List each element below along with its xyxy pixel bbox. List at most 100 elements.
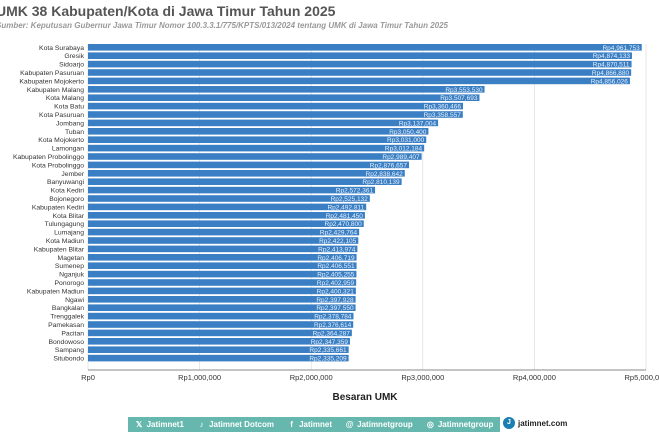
data-label: Rp2,335,209 (309, 356, 347, 363)
bar (88, 245, 358, 253)
bar (88, 144, 425, 152)
data-label: Rp2,397,550 (316, 305, 354, 312)
bar (88, 77, 630, 85)
category-label: Bangkalan (52, 305, 84, 312)
footer-item-instagram[interactable]: ◎ Jatimnetgroup (426, 420, 494, 429)
bar (88, 237, 359, 244)
category-label: Kabupaten Kediri (32, 204, 85, 211)
data-label: Rp3,012,184 (385, 146, 423, 153)
bar (88, 69, 632, 76)
x-tick-label: Rp5,000,000 (625, 373, 659, 382)
bar (88, 161, 410, 169)
footer-item-threads[interactable]: @ Jatimnetgroup (345, 420, 413, 429)
data-label: Rp2,376,614 (314, 322, 352, 329)
data-label: Rp2,492,811 (327, 204, 364, 211)
footer-item-facebook[interactable]: f Jatimnet (287, 420, 332, 429)
data-label: Rp2,405,255 (317, 272, 355, 279)
data-label: Rp3,507,693 (440, 95, 478, 102)
data-label: Rp2,838,642 (366, 171, 404, 178)
category-label: Situbondo (53, 356, 84, 363)
data-label: Rp2,422,105 (319, 238, 357, 245)
data-label: Rp2,429,764 (320, 230, 358, 237)
category-label: Kota Probolinggo (32, 162, 84, 169)
bar (88, 170, 405, 177)
data-label: Rp4,866,880 (592, 70, 630, 77)
bar (88, 312, 354, 320)
bar (88, 220, 364, 227)
bar (88, 329, 352, 337)
data-label: Rp2,810,139 (362, 179, 400, 186)
data-label: Rp2,400,321 (317, 288, 355, 295)
bar (88, 321, 354, 328)
category-label: Ponorogo (55, 280, 85, 287)
data-label: Rp2,378,784 (314, 314, 352, 321)
category-label: Trenggalek (50, 314, 84, 321)
category-label: Kota Madiun (46, 238, 84, 245)
category-label: Kota Surabaya (39, 45, 84, 52)
tiktok-icon: ♪ (199, 420, 204, 429)
x-tick-label: Rp0 (81, 373, 95, 382)
category-label: Nganjuk (59, 272, 85, 279)
category-label: Sidoarjo (59, 62, 84, 69)
category-label: Jember (61, 171, 84, 178)
x-tick-label: Rp3,000,000 (401, 373, 444, 382)
footer-item-tiktok[interactable]: ♪ Jatimnet Dotcom (197, 420, 274, 429)
facebook-icon: f (290, 420, 293, 429)
bar (88, 262, 357, 269)
chart-subtitle: Sumber: Keputusan Gubernur Jawa Timur No… (0, 21, 448, 30)
data-label: Rp2,406,551 (317, 263, 355, 270)
data-label: Rp3,553,530 (445, 87, 483, 94)
data-label: Rp3,137,004 (399, 120, 437, 127)
data-label: Rp2,876,657 (370, 162, 408, 169)
bar (88, 287, 356, 295)
bar (88, 86, 485, 93)
data-label: Rp2,335,661 (309, 347, 347, 354)
bar (88, 254, 357, 261)
bar (88, 102, 464, 110)
bar (88, 203, 367, 211)
category-label: Ngawi (65, 297, 84, 304)
category-label: Kota Batu (54, 104, 84, 111)
instagram-icon: ◎ (426, 420, 434, 429)
bar (88, 153, 422, 160)
category-label: Kota Mojokerto (38, 137, 84, 144)
category-label: Tulungagung (45, 221, 85, 228)
data-label: Rp2,402,959 (317, 280, 355, 287)
data-label: Rp2,406,719 (317, 255, 355, 262)
footer-item-x[interactable]: 𝕏 Jatimnet1 (135, 420, 184, 429)
category-label: Bondowoso (48, 339, 84, 346)
data-label: Rp2,481,450 (326, 213, 364, 220)
data-label: Rp4,874,133 (593, 53, 631, 60)
bar (88, 44, 642, 51)
bar (88, 186, 376, 194)
data-label: Rp2,364,287 (313, 330, 351, 337)
data-label: Rp2,413,974 (318, 246, 356, 253)
data-label: Rp2,572,361 (336, 188, 374, 195)
bar (88, 52, 632, 59)
category-label: Sampang (55, 347, 84, 354)
bar (88, 304, 356, 311)
category-label: Kota Blitar (53, 213, 85, 220)
x-icon: 𝕏 (135, 420, 143, 429)
category-label: Tuban (65, 129, 84, 136)
x-tick-label: Rp2,000,000 (290, 373, 333, 382)
category-label: Kota Malang (46, 95, 84, 102)
bar (88, 178, 402, 185)
bar (88, 279, 357, 286)
bar (88, 228, 360, 236)
category-label: Banyuwangi (47, 179, 85, 186)
category-label: Kabupaten Probolinggo (13, 154, 84, 161)
category-label: Magetan (58, 255, 85, 262)
category-label: Kota Kediri (51, 188, 85, 195)
x-axis-label: Besaran UMK (332, 392, 398, 403)
bar (88, 128, 429, 135)
data-label: Rp3,360,466 (424, 104, 462, 111)
category-label: Kabupaten Mojokerto (19, 78, 84, 85)
bar (88, 111, 463, 118)
data-label: Rp3,050,400 (389, 129, 427, 136)
data-label: Rp4,856,026 (591, 78, 629, 85)
bar (88, 338, 350, 345)
category-label: Kabupaten Madiun (27, 288, 84, 295)
